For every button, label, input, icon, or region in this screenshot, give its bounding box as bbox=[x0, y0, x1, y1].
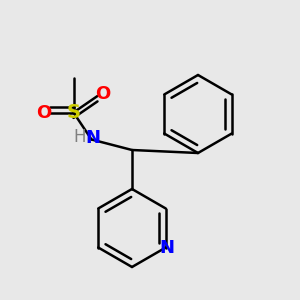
Text: O: O bbox=[37, 103, 52, 122]
Text: H: H bbox=[74, 128, 86, 146]
Text: N: N bbox=[160, 238, 175, 256]
Text: S: S bbox=[67, 103, 80, 122]
Text: O: O bbox=[95, 85, 110, 103]
Text: N: N bbox=[86, 129, 101, 147]
